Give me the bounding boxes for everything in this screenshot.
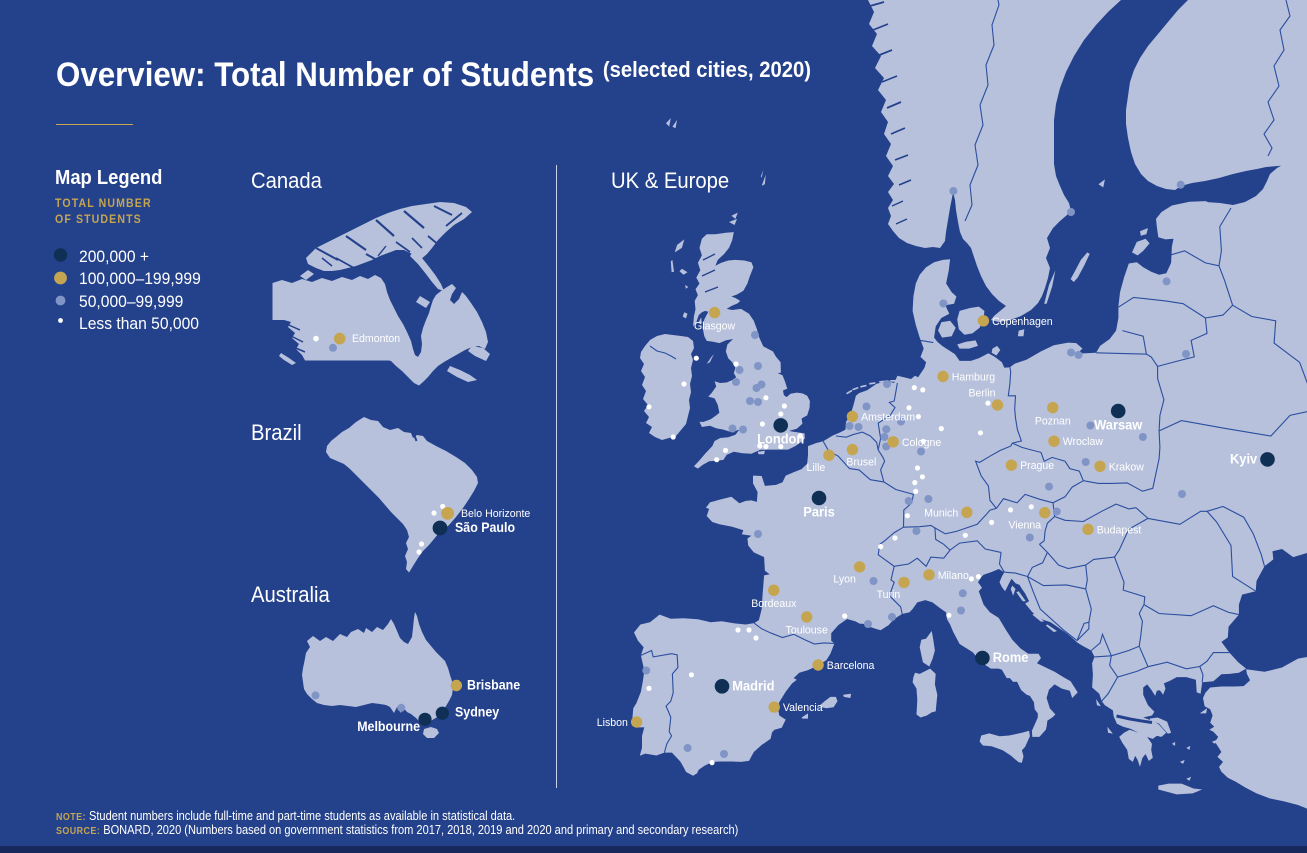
svg-text:Lille: Lille: [807, 462, 826, 474]
svg-text:Rome: Rome: [993, 650, 1029, 666]
svg-text:Belo Horizonte: Belo Horizonte: [461, 508, 530, 520]
svg-text:Milano: Milano: [938, 569, 969, 581]
svg-text:Vienna: Vienna: [1008, 519, 1042, 531]
svg-text:Glasgow: Glasgow: [694, 320, 735, 332]
svg-text:Melbourne: Melbourne: [357, 719, 420, 735]
svg-text:Bordeaux: Bordeaux: [751, 598, 797, 610]
svg-text:Copenhagen: Copenhagen: [992, 315, 1053, 327]
svg-text:Brusel: Brusel: [846, 456, 876, 468]
svg-text:Berlin: Berlin: [968, 387, 995, 399]
svg-text:Kyiv: Kyiv: [1230, 451, 1258, 467]
svg-text:Barcelona: Barcelona: [827, 660, 875, 672]
svg-text:Lyon: Lyon: [833, 573, 856, 585]
svg-text:Amsterdam: Amsterdam: [861, 411, 915, 423]
svg-text:London: London: [757, 431, 804, 447]
svg-text:Budapest: Budapest: [1097, 524, 1142, 536]
svg-text:Cologne: Cologne: [902, 436, 941, 448]
svg-text:Toulouse: Toulouse: [786, 624, 828, 636]
svg-text:Sydney: Sydney: [455, 704, 500, 720]
svg-text:Wroclaw: Wroclaw: [1063, 436, 1103, 448]
svg-text:Valencia: Valencia: [783, 702, 824, 714]
svg-text:Lisbon: Lisbon: [597, 717, 628, 729]
svg-text:Paris: Paris: [803, 504, 834, 520]
svg-text:Warsaw: Warsaw: [1094, 417, 1143, 433]
svg-text:São Paulo: São Paulo: [455, 520, 515, 536]
svg-text:Prague: Prague: [1020, 460, 1054, 472]
svg-text:Krakow: Krakow: [1109, 461, 1144, 473]
svg-text:Madrid: Madrid: [732, 678, 774, 694]
svg-text:Hamburg: Hamburg: [952, 371, 995, 383]
svg-text:Turin: Turin: [877, 589, 901, 601]
svg-text:Edmonton: Edmonton: [352, 333, 400, 345]
svg-text:Brisbane: Brisbane: [467, 677, 520, 693]
svg-text:Poznan: Poznan: [1035, 415, 1071, 427]
svg-text:Munich: Munich: [924, 507, 958, 519]
